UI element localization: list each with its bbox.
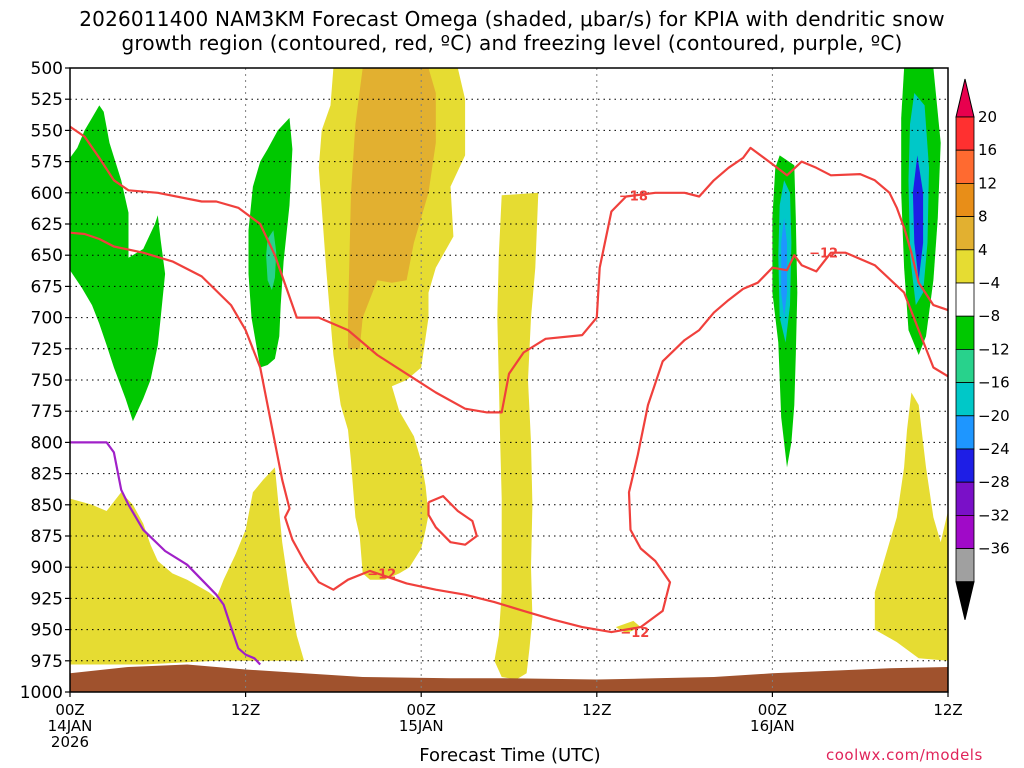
terrain-shade — [70, 664, 948, 692]
colorbar-top-arrow — [955, 78, 975, 118]
colorbar-swatch-13 — [955, 515, 975, 550]
colorbar-swatch-1 — [955, 116, 975, 151]
y-tick-label-700: 700 — [31, 309, 63, 329]
y-tick-label-775: 775 — [31, 402, 63, 422]
colorbar-label-1: 16 — [978, 141, 997, 159]
contour-line-3 — [70, 441, 262, 666]
omega-shade-4 — [348, 68, 436, 349]
y-tick-label-850: 850 — [31, 496, 63, 516]
colorbar-bottom-arrow — [955, 581, 975, 620]
y-tick-label-825: 825 — [31, 465, 63, 485]
y-tick-label-800: 800 — [31, 433, 63, 453]
contour-line-2 — [427, 495, 478, 546]
y-tick-label-875: 875 — [31, 527, 63, 547]
colorbar-swatch-12 — [955, 481, 975, 516]
colorbar-swatch-5 — [955, 249, 975, 284]
colorbar-swatch-11 — [955, 448, 975, 483]
omega-shade-2 — [266, 230, 277, 291]
y-tick-label-525: 525 — [31, 90, 63, 110]
colorbar-label-4: 4 — [978, 241, 988, 259]
colorbar-label-10: −24 — [978, 440, 1010, 458]
x-tick-year-0: 2026 — [51, 733, 89, 751]
colorbar-swatch-8 — [955, 348, 975, 383]
colorbar-swatch-2 — [955, 149, 975, 184]
y-tick-label-550: 550 — [31, 121, 63, 141]
x-axis-title: Forecast Time (UTC) — [419, 745, 601, 766]
colorbar-label-9: −20 — [978, 407, 1010, 425]
x-tick-date-0: 14JAN — [48, 717, 93, 735]
contour-label-3: −12 — [620, 626, 649, 641]
omega-shade-14 — [912, 155, 924, 281]
y-tick-label-900: 900 — [31, 558, 63, 578]
omega-shade-8 — [874, 392, 948, 661]
colorbar-label-6: −8 — [978, 307, 1000, 325]
credit-text: coolwx.com/models — [826, 746, 983, 764]
y-tick-label-600: 600 — [31, 184, 63, 204]
colorbar-swatch-4 — [955, 216, 975, 251]
y-tick-label-575: 575 — [31, 153, 63, 173]
x-tick-label-24: 00Z — [407, 701, 436, 719]
contour-label-0: −18 — [619, 189, 648, 204]
colorbar-label-0: 20 — [978, 108, 997, 126]
x-tick-label-36: 12Z — [582, 701, 611, 719]
y-tick-label-1000: 1000 — [20, 683, 63, 703]
colorbar-swatch-7 — [955, 315, 975, 350]
y-tick-label-925: 925 — [31, 589, 63, 609]
colorbar-label-2: 12 — [978, 174, 997, 192]
omega-shade-0 — [70, 105, 166, 422]
colorbar-swatch-14 — [955, 548, 975, 583]
contour-label-2: −12 — [367, 567, 396, 582]
y-tick-label-625: 625 — [31, 215, 63, 235]
colorbar-swatch-3 — [955, 182, 975, 217]
x-tick-label-12: 12Z — [231, 701, 260, 719]
omega-shade-11 — [781, 217, 787, 318]
y-tick-label-650: 650 — [31, 246, 63, 266]
contour-line-1 — [69, 231, 949, 634]
colorbar-label-3: 8 — [978, 208, 988, 226]
colorbar-label-11: −28 — [978, 473, 1010, 491]
colorbar-swatch-10 — [955, 415, 975, 450]
colorbar-label-7: −12 — [978, 340, 1010, 358]
colorbar-label-8: −16 — [978, 374, 1010, 392]
chart-title-line1: 2026011400 NAM3KM Forecast Omega (shaded… — [79, 7, 945, 31]
colorbar-swatch-9 — [955, 382, 975, 417]
y-tick-label-500: 500 — [31, 59, 63, 79]
y-tick-label-725: 725 — [31, 340, 63, 360]
x-tick-label-0: 00Z — [55, 701, 84, 719]
y-tick-label-675: 675 — [31, 277, 63, 297]
omega-shade-5 — [494, 192, 539, 680]
x-tick-label-60: 12Z — [933, 701, 962, 719]
y-tick-label-975: 975 — [31, 652, 63, 672]
y-tick-label-950: 950 — [31, 621, 63, 641]
x-tick-date-48: 16JAN — [750, 717, 795, 735]
x-tick-date-24: 15JAN — [399, 717, 444, 735]
contour-label-1: −12 — [809, 247, 838, 262]
colorbar-label-12: −32 — [978, 506, 1010, 524]
colorbar-label-13: −36 — [978, 540, 1010, 558]
colorbar-label-5: −4 — [978, 274, 1000, 292]
chart-title-line2: growth region (contoured, red, ºC) and f… — [121, 31, 903, 55]
colorbar-swatch-6 — [955, 282, 975, 317]
contour-line-0 — [69, 125, 949, 414]
y-tick-label-750: 750 — [31, 371, 63, 391]
x-tick-label-48: 00Z — [758, 701, 787, 719]
